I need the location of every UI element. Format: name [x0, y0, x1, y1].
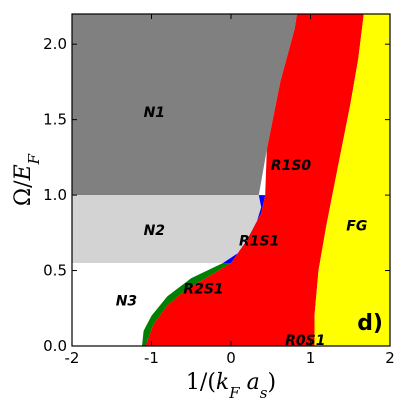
- panel-label: d): [357, 311, 383, 336]
- tick-layer: -2 -1 0 1 2 0.0 0.5 1.0 1.5 2.0: [43, 14, 395, 367]
- y-tick-label: 1.0: [43, 186, 67, 204]
- region-label-r0s1: R0S1: [285, 333, 325, 349]
- region-label-n3: N3: [116, 294, 137, 310]
- region-label-r1s0: R1S0: [271, 158, 312, 174]
- region-label-fg: FG: [346, 218, 367, 234]
- y-tick-label: 0.5: [43, 262, 67, 280]
- region-label-n2: N2: [144, 223, 165, 239]
- region-label-r2s1: R2S1: [183, 282, 223, 298]
- x-axis-title: 1/(kF as): [186, 370, 276, 402]
- y-tick-label: 2.0: [43, 35, 67, 53]
- region-n3: [72, 263, 223, 346]
- x-tick-label: -1: [144, 349, 159, 367]
- x-tick-label: 2: [385, 349, 395, 367]
- region-label-layer: N1 N2 N3 R2S1 R1S1 R0S1 R1S0 FG: [116, 105, 368, 349]
- region-layer: [72, 14, 390, 346]
- y-axis-title: Ω/EF: [11, 153, 43, 206]
- region-r1s1: [223, 195, 266, 263]
- region-r1s0: [145, 14, 364, 346]
- y-tick-label: 0.0: [43, 337, 67, 355]
- region-label-r1s1: R1S1: [239, 233, 279, 249]
- region-label-n1: N1: [144, 105, 165, 121]
- region-n2: [72, 195, 262, 263]
- y-tick-label: 1.5: [43, 111, 67, 129]
- x-tick-label: 0: [226, 349, 236, 367]
- x-tick-label: 1: [306, 349, 316, 367]
- region-n1: [72, 14, 297, 196]
- region-fg: [314, 14, 390, 346]
- x-tick-label: -2: [65, 349, 80, 367]
